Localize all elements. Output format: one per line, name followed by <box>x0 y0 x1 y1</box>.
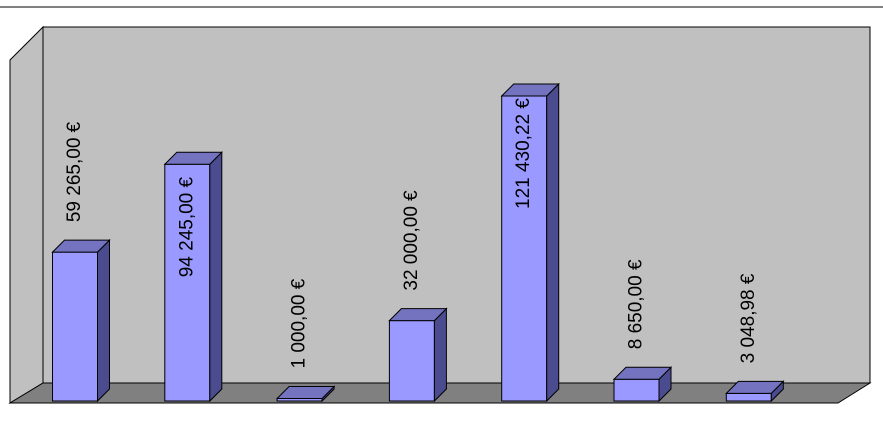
data-label: 94 245,00 € <box>176 176 197 277</box>
bar <box>612 366 673 403</box>
bar <box>500 82 560 403</box>
bar-top <box>163 151 224 165</box>
bar-top <box>500 83 560 97</box>
bar <box>51 238 111 403</box>
bar-top <box>612 366 673 380</box>
bar-top <box>275 385 336 399</box>
side-wall <box>9 25 44 404</box>
bar <box>725 380 785 403</box>
data-label: 8 650,00 € <box>626 259 647 349</box>
bar-front <box>725 392 772 402</box>
bar-side <box>209 151 223 403</box>
bar-front <box>388 320 435 402</box>
data-label: 1 000,00 € <box>289 278 310 368</box>
data-labels: 59 265,00 € 94 245,00 € 1 000,00 € 32 000,0… <box>64 98 759 369</box>
bar-side <box>546 82 560 403</box>
bar-side <box>433 307 447 403</box>
bar-top <box>388 308 448 322</box>
bar-top <box>725 380 785 394</box>
bar-front <box>52 251 98 402</box>
bar <box>163 151 224 403</box>
bar-top <box>51 239 111 253</box>
data-label: 32 000,00 € <box>401 190 422 291</box>
bar-series <box>51 82 785 403</box>
bar <box>275 385 336 403</box>
bar-side <box>97 238 110 403</box>
bar-front <box>613 378 660 402</box>
data-label: 59 265,00 € <box>64 121 85 222</box>
data-label: 3 048,98 € <box>738 273 759 363</box>
data-label: 121 430,22 € <box>513 98 534 209</box>
bar <box>388 307 448 403</box>
